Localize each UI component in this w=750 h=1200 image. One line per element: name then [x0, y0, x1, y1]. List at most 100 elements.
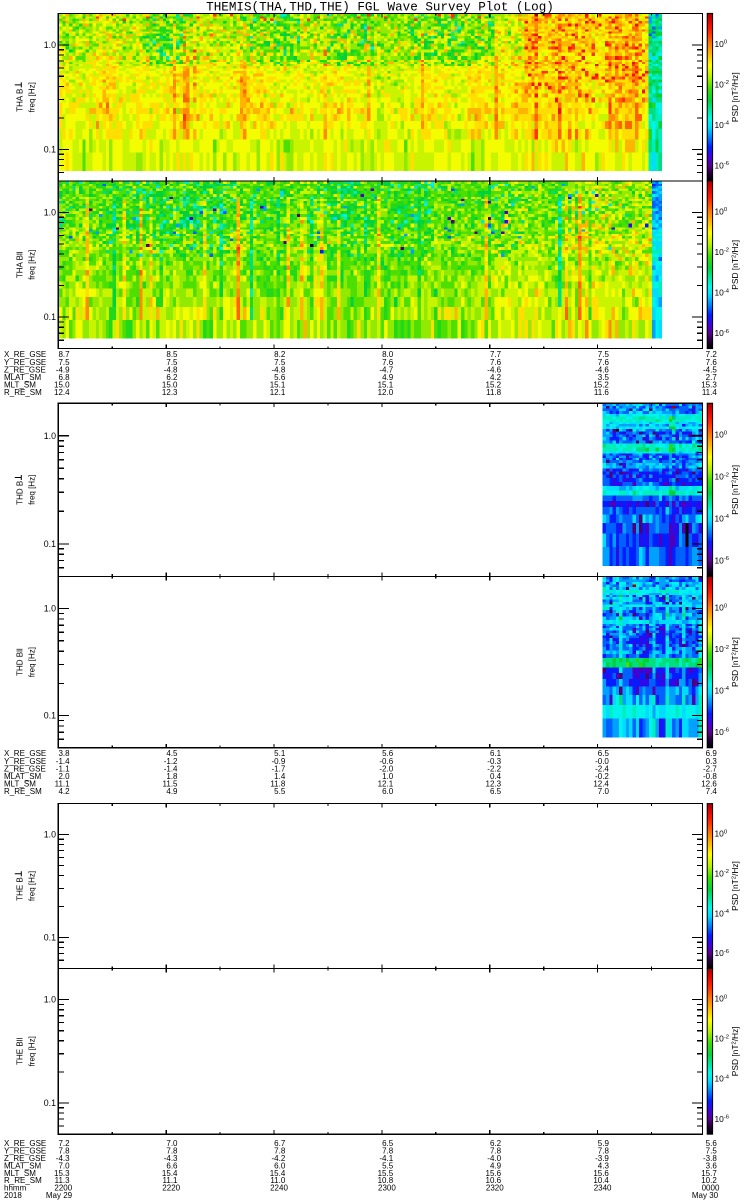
svg-text:-4.5: -4.5: [703, 365, 717, 374]
svg-text:1.0: 1.0: [44, 431, 56, 441]
svg-text:5.5: 5.5: [382, 1161, 394, 1170]
svg-text:PSD [nT2/Hz]: PSD [nT2/Hz]: [730, 72, 740, 122]
svg-text:8.7: 8.7: [58, 350, 70, 359]
svg-text:10.8: 10.8: [378, 1176, 394, 1185]
svg-text:15.6: 15.6: [593, 1169, 609, 1178]
svg-text:1.0: 1.0: [44, 604, 56, 614]
svg-text:15.0: 15.0: [54, 381, 70, 390]
svg-text:0.1: 0.1: [44, 145, 56, 155]
svg-text:2.0: 2.0: [58, 772, 70, 781]
svg-text:6.5: 6.5: [490, 787, 502, 796]
svg-text:7.6: 7.6: [706, 358, 718, 367]
svg-text:0.3: 0.3: [706, 757, 718, 766]
svg-text:15.4: 15.4: [162, 1169, 178, 1178]
svg-text:15.5: 15.5: [378, 1169, 394, 1178]
svg-text:10-6: 10-6: [715, 727, 729, 737]
svg-text:15.2: 15.2: [593, 381, 609, 390]
svg-text:-4.9: -4.9: [56, 365, 70, 374]
svg-text:Y_RE_GSE: Y_RE_GSE: [4, 757, 46, 766]
svg-text:10-4: 10-4: [715, 685, 730, 695]
svg-text:6.5: 6.5: [598, 749, 610, 758]
svg-text:7.0: 7.0: [166, 1139, 178, 1148]
svg-text:freq [Hz]: freq [Hz]: [27, 475, 36, 505]
svg-text:7.8: 7.8: [598, 1147, 610, 1156]
svg-text:R_RE_SM: R_RE_SM: [4, 388, 42, 397]
svg-text:8.2: 8.2: [274, 350, 286, 359]
svg-text:10-4: 10-4: [715, 908, 730, 918]
svg-text:6.2: 6.2: [166, 373, 178, 382]
svg-text:10-4: 10-4: [715, 513, 730, 523]
svg-text:11.0: 11.0: [270, 1176, 286, 1185]
svg-text:15.7: 15.7: [701, 1169, 717, 1178]
svg-text:freq [Hz]: freq [Hz]: [27, 647, 36, 677]
svg-text:-0.8: -0.8: [703, 772, 717, 781]
svg-text:100: 100: [715, 603, 728, 613]
svg-text:12.1: 12.1: [270, 388, 286, 397]
svg-text:PSD [nT2/Hz]: PSD [nT2/Hz]: [730, 1026, 740, 1076]
svg-text:THD Bll: THD Bll: [15, 648, 24, 676]
svg-text:-2.7: -2.7: [703, 764, 717, 773]
svg-text:-4.8: -4.8: [164, 365, 178, 374]
svg-text:15.3: 15.3: [54, 1169, 70, 1178]
svg-text:-1.4: -1.4: [164, 764, 178, 773]
svg-text:5.5: 5.5: [274, 787, 286, 796]
svg-text:5.6: 5.6: [274, 373, 286, 382]
svg-text:3.6: 3.6: [706, 1161, 718, 1170]
svg-text:7.2: 7.2: [58, 1139, 70, 1148]
svg-text:4.5: 4.5: [166, 749, 178, 758]
svg-text:7.6: 7.6: [490, 358, 502, 367]
svg-text:freq [Hz]: freq [Hz]: [27, 82, 36, 112]
svg-text:1.8: 1.8: [166, 772, 178, 781]
svg-text:6.8: 6.8: [58, 373, 70, 382]
svg-text:2320: 2320: [486, 1184, 504, 1193]
svg-text:Z_RE_GSE: Z_RE_GSE: [4, 764, 46, 773]
svg-text:15.1: 15.1: [378, 381, 394, 390]
svg-text:8.0: 8.0: [382, 350, 394, 359]
svg-text:6.6: 6.6: [166, 1161, 178, 1170]
svg-text:7.0: 7.0: [58, 1161, 70, 1170]
svg-text:10-2: 10-2: [715, 644, 729, 654]
svg-text:1.4: 1.4: [274, 772, 286, 781]
svg-text:R_RE_SM: R_RE_SM: [4, 1176, 42, 1185]
svg-text:X_RE_GSE: X_RE_GSE: [4, 1139, 46, 1148]
svg-text:15.1: 15.1: [270, 381, 286, 390]
svg-text:4.9: 4.9: [382, 373, 394, 382]
svg-text:Y_RE_GSE: Y_RE_GSE: [4, 1147, 46, 1156]
svg-text:1.0: 1.0: [44, 40, 56, 50]
svg-text:0.1: 0.1: [44, 539, 56, 549]
svg-text:12.4: 12.4: [593, 780, 609, 789]
svg-text:-0.6: -0.6: [379, 757, 393, 766]
svg-text:THD B: THD B: [15, 481, 24, 505]
svg-text:-2.0: -2.0: [379, 764, 393, 773]
svg-text:10.6: 10.6: [486, 1176, 502, 1185]
svg-text:10-4: 10-4: [715, 288, 730, 298]
svg-text:4.9: 4.9: [166, 787, 178, 796]
svg-text:-2.2: -2.2: [487, 764, 501, 773]
svg-text:7.4: 7.4: [706, 787, 718, 796]
svg-text:12.0: 12.0: [378, 388, 394, 397]
svg-text:5.6: 5.6: [382, 749, 394, 758]
svg-text:4.2: 4.2: [490, 373, 502, 382]
svg-text:7.8: 7.8: [490, 1147, 502, 1156]
svg-text:-3.9: -3.9: [595, 1154, 609, 1163]
svg-text:0.1: 0.1: [44, 711, 56, 721]
svg-text:3.5: 3.5: [598, 373, 610, 382]
svg-text:0.1: 0.1: [44, 1098, 56, 1108]
svg-text:5.1: 5.1: [274, 749, 286, 758]
svg-text:7.5: 7.5: [598, 350, 610, 359]
svg-text:2220: 2220: [162, 1184, 180, 1193]
svg-text:-0.0: -0.0: [595, 757, 609, 766]
svg-text:10-6: 10-6: [715, 948, 729, 958]
svg-text:7.5: 7.5: [166, 358, 178, 367]
svg-text:MLT_SM: MLT_SM: [4, 381, 36, 390]
svg-text:2018: 2018: [4, 1191, 22, 1200]
svg-text:8.5: 8.5: [166, 350, 178, 359]
svg-text:-4.8: -4.8: [272, 365, 286, 374]
svg-text:-4.0: -4.0: [487, 1154, 501, 1163]
svg-text:6.9: 6.9: [706, 749, 718, 758]
svg-text:12.4: 12.4: [54, 388, 70, 397]
svg-text:10.4: 10.4: [593, 1176, 609, 1185]
svg-text:THEMIS(THA,THD,THE) FGL Wave S: THEMIS(THA,THD,THE) FGL Wave Survey Plot…: [206, 1, 554, 15]
svg-text:7.5: 7.5: [706, 1147, 718, 1156]
svg-text:PSD [nT2/Hz]: PSD [nT2/Hz]: [730, 861, 740, 911]
